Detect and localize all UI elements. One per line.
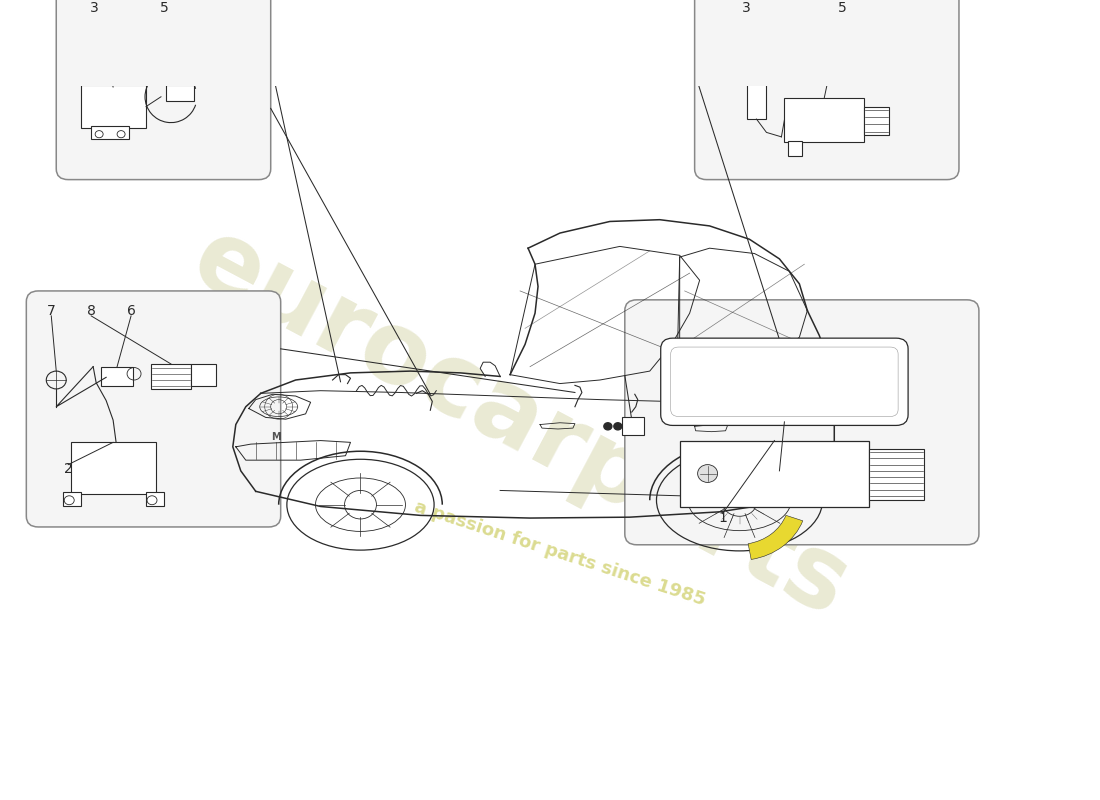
Bar xyxy=(747,66,767,119)
Bar xyxy=(789,142,802,155)
Text: 4: 4 xyxy=(776,459,784,474)
Bar xyxy=(865,106,889,135)
Bar xyxy=(680,441,869,507)
Bar xyxy=(784,98,865,142)
Text: 1: 1 xyxy=(718,511,727,525)
Bar xyxy=(621,418,643,435)
FancyBboxPatch shape xyxy=(26,291,280,527)
Bar xyxy=(81,85,146,128)
FancyBboxPatch shape xyxy=(661,338,909,426)
Bar xyxy=(146,492,164,506)
Circle shape xyxy=(697,465,717,482)
FancyBboxPatch shape xyxy=(625,300,979,545)
Circle shape xyxy=(614,422,622,430)
Bar xyxy=(191,364,216,386)
Text: M: M xyxy=(271,432,281,442)
Circle shape xyxy=(604,422,612,430)
Wedge shape xyxy=(748,515,803,559)
Ellipse shape xyxy=(746,61,768,70)
Text: 7: 7 xyxy=(47,303,56,318)
Bar xyxy=(101,366,133,386)
Text: 3: 3 xyxy=(742,1,751,14)
Bar xyxy=(151,364,191,389)
Bar xyxy=(91,126,129,138)
Text: 5: 5 xyxy=(160,1,168,14)
Bar xyxy=(72,442,156,494)
Text: 8: 8 xyxy=(87,303,96,318)
Bar xyxy=(166,85,194,102)
FancyBboxPatch shape xyxy=(694,0,959,180)
Text: a passion for parts since 1985: a passion for parts since 1985 xyxy=(412,498,707,610)
Text: 5: 5 xyxy=(838,1,847,14)
Text: 2: 2 xyxy=(64,462,73,476)
Text: 3: 3 xyxy=(90,1,99,14)
Bar xyxy=(869,449,924,500)
FancyBboxPatch shape xyxy=(56,0,271,180)
Bar xyxy=(63,492,81,506)
Text: eurocarparts: eurocarparts xyxy=(176,210,865,638)
Text: 6: 6 xyxy=(126,303,135,318)
Circle shape xyxy=(624,422,631,430)
